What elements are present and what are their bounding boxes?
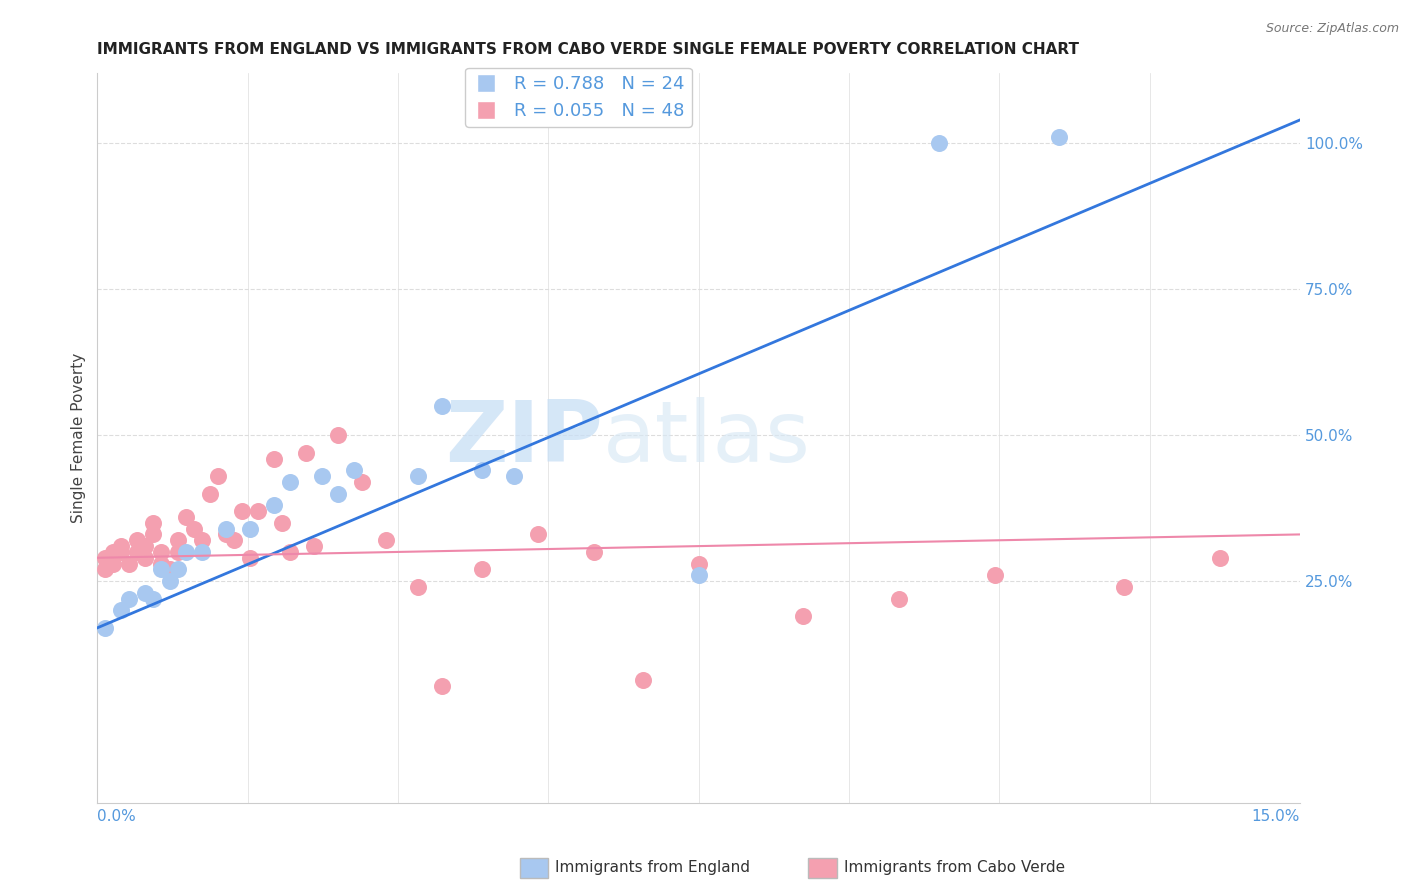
Point [295, 446, 318, 460]
Point [103, 545, 125, 559]
Point [166, 533, 188, 548]
Point [503, 469, 526, 483]
Point [198, 486, 221, 500]
Point [239, 550, 262, 565]
Point [263, 451, 285, 466]
Point [214, 527, 236, 541]
Point [1112, 580, 1135, 594]
Point [190, 533, 212, 548]
Point [231, 504, 253, 518]
Point [326, 428, 349, 442]
Point [127, 533, 149, 548]
Point [1209, 550, 1232, 565]
Point [159, 562, 181, 576]
Point [631, 673, 654, 688]
Point [94, 621, 117, 635]
Point [239, 522, 262, 536]
Point [984, 568, 1007, 582]
Point [110, 539, 132, 553]
Text: 0.0%: 0.0% [97, 809, 136, 824]
Point [278, 475, 301, 489]
Point [278, 545, 301, 559]
Legend: R = 0.788   N = 24, R = 0.055   N = 48: R = 0.788 N = 24, R = 0.055 N = 48 [465, 68, 692, 127]
Point [183, 522, 205, 536]
Point [214, 522, 236, 536]
Text: IMMIGRANTS FROM ENGLAND VS IMMIGRANTS FROM CABO VERDE SINGLE FEMALE POVERTY CORR: IMMIGRANTS FROM ENGLAND VS IMMIGRANTS FR… [97, 42, 1080, 57]
Point [688, 568, 710, 582]
Point [887, 591, 910, 606]
Point [94, 550, 117, 565]
Point [270, 516, 292, 530]
Point [110, 603, 132, 617]
Point [134, 539, 156, 553]
Point [222, 533, 245, 548]
Point [1049, 130, 1071, 145]
Point [174, 509, 197, 524]
Point [150, 557, 173, 571]
Point [583, 545, 606, 559]
Point [311, 469, 333, 483]
Point [190, 545, 212, 559]
Point [118, 591, 141, 606]
Point [430, 679, 453, 693]
Text: Immigrants from England: Immigrants from England [555, 861, 751, 875]
Point [166, 545, 188, 559]
Y-axis label: Single Female Poverty: Single Female Poverty [72, 353, 86, 524]
Point [134, 586, 156, 600]
Point [688, 557, 710, 571]
Point [103, 557, 125, 571]
Point [142, 591, 165, 606]
Point [792, 609, 814, 624]
Point [207, 469, 229, 483]
Text: Source: ZipAtlas.com: Source: ZipAtlas.com [1265, 22, 1399, 36]
Point [166, 562, 188, 576]
Point [142, 527, 165, 541]
Text: atlas: atlas [603, 397, 810, 480]
Point [928, 136, 950, 151]
Point [159, 574, 181, 588]
Point [127, 545, 149, 559]
Point [302, 539, 325, 553]
Point [527, 527, 550, 541]
Point [94, 562, 117, 576]
Point [263, 498, 285, 512]
Point [118, 557, 141, 571]
Point [142, 516, 165, 530]
Point [471, 562, 494, 576]
Point [343, 463, 366, 477]
Point [471, 463, 494, 477]
Point [350, 475, 373, 489]
Point [174, 545, 197, 559]
Text: 15.0%: 15.0% [1251, 809, 1301, 824]
Text: ZIP: ZIP [444, 397, 603, 480]
Point [406, 580, 429, 594]
Point [110, 545, 132, 559]
Point [150, 545, 173, 559]
Point [326, 486, 349, 500]
Point [375, 533, 398, 548]
Point [430, 399, 453, 413]
Point [406, 469, 429, 483]
Text: Immigrants from Cabo Verde: Immigrants from Cabo Verde [844, 861, 1064, 875]
Point [150, 562, 173, 576]
Point [134, 550, 156, 565]
Point [246, 504, 269, 518]
